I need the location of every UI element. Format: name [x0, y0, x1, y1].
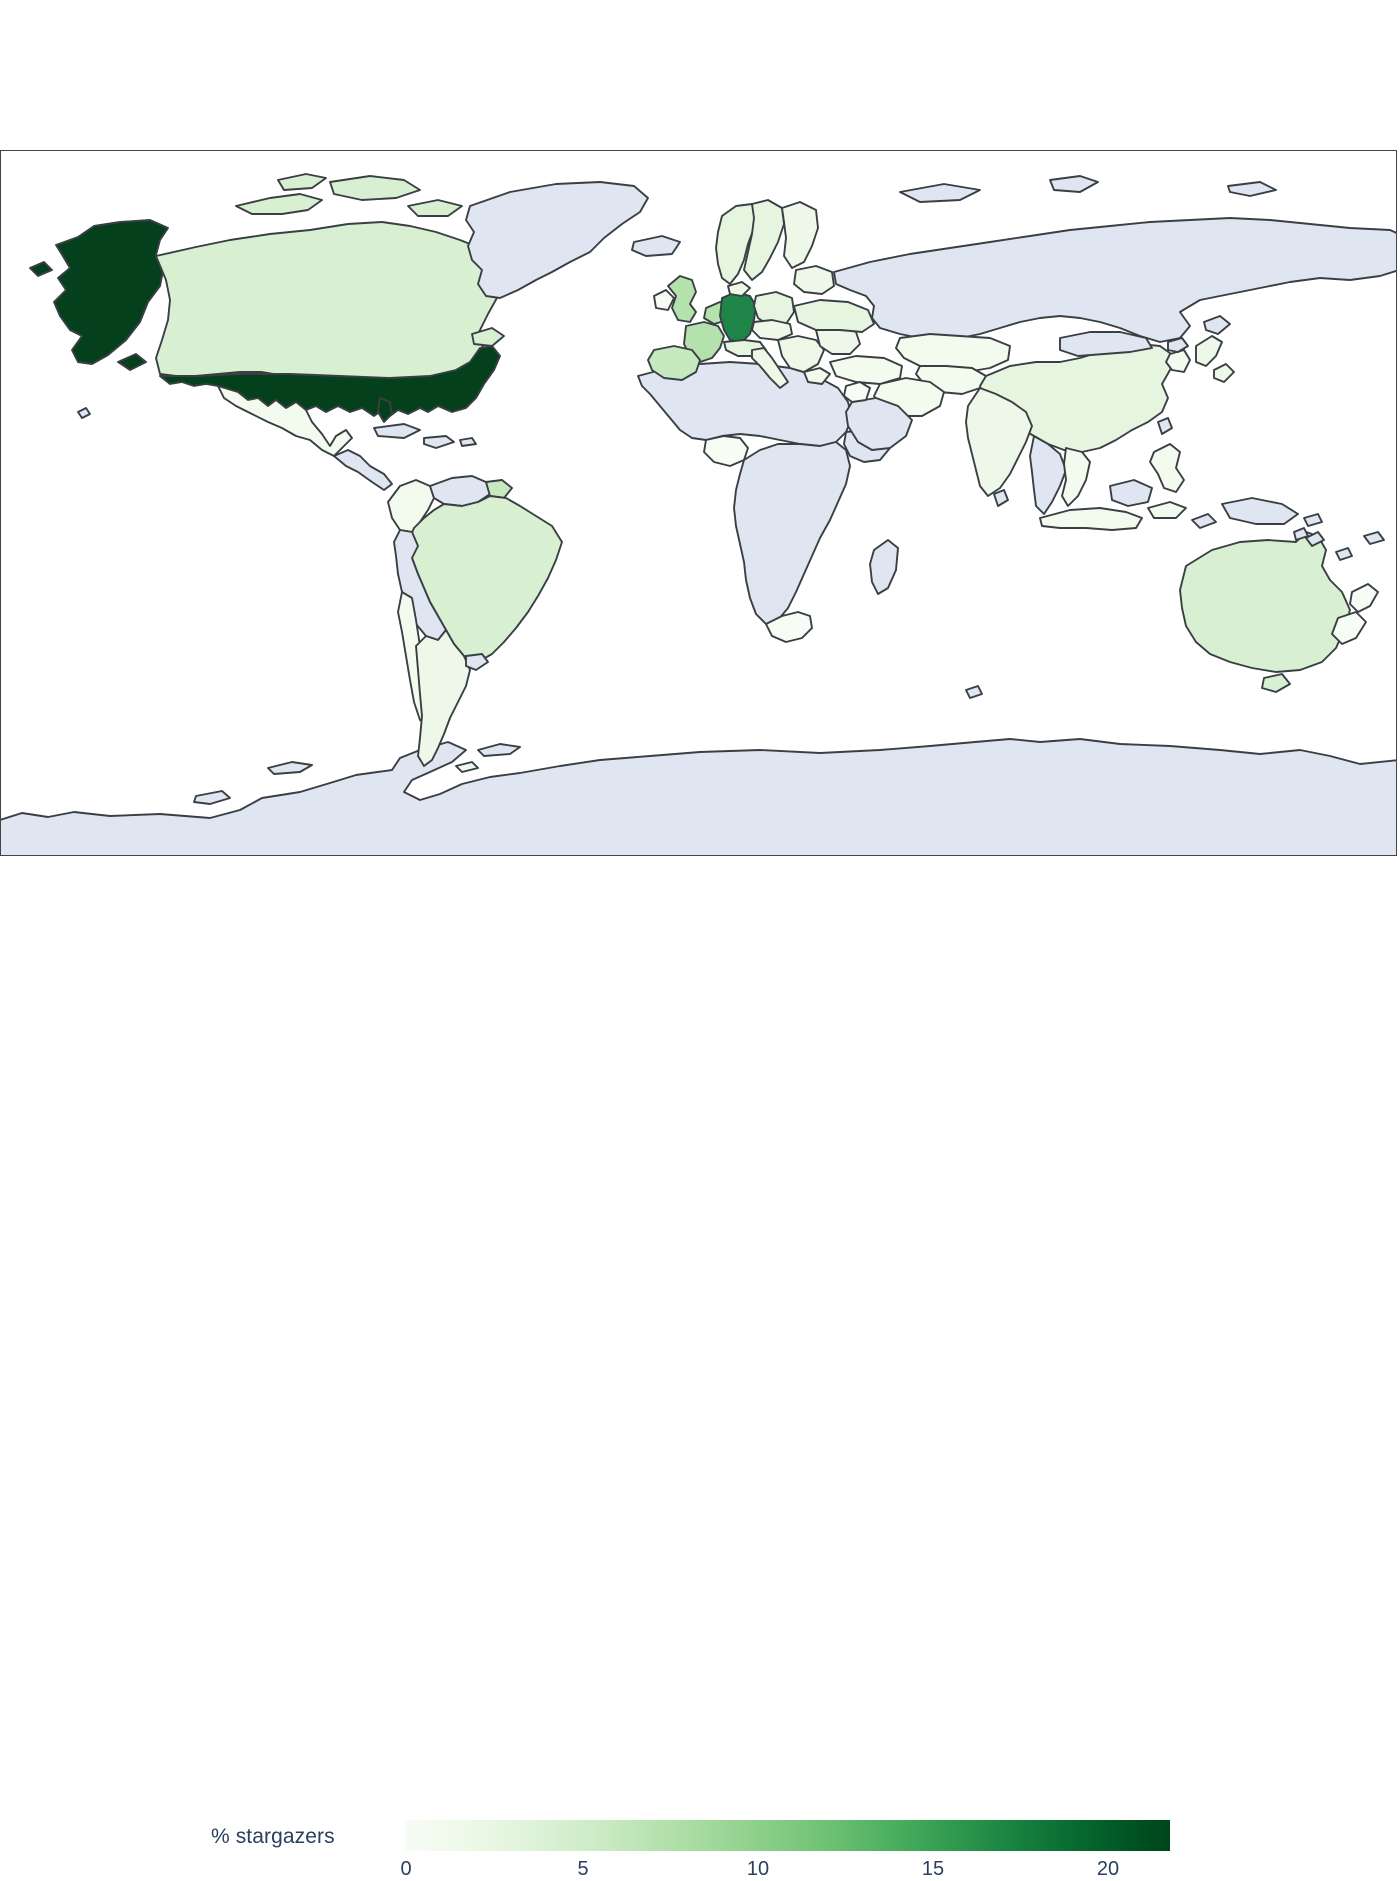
usa-florida[interactable] [377, 397, 393, 423]
country-greenland[interactable] [465, 181, 649, 299]
country-greece[interactable] [803, 367, 831, 385]
country-baltic-states[interactable] [793, 265, 835, 295]
canada-arctic-island-4[interactable] [407, 199, 463, 217]
country-vietnam[interactable] [1061, 447, 1091, 507]
country-mexico[interactable] [217, 385, 353, 457]
country-mongolia[interactable] [1059, 331, 1153, 357]
country-united-kingdom[interactable] [667, 275, 697, 323]
country-saudi-arabia[interactable] [845, 397, 913, 451]
colorbar-legend: % stargazers 0 5 10 15 20 [0, 900, 1400, 1880]
world-map-svg[interactable]: .c { stroke:#3a3f44; stroke-width:1.9; s… [0, 150, 1397, 856]
caribbean-small-islands[interactable] [459, 437, 477, 447]
country-argentina[interactable] [415, 629, 471, 767]
island-solomon[interactable] [1303, 513, 1323, 527]
country-uruguay[interactable] [465, 653, 489, 671]
colorbar-tick-5: 5 [577, 1858, 589, 1880]
colorbar-tick-0: 0 [400, 1858, 412, 1880]
russia-novaya-zemlya[interactable] [1049, 175, 1099, 193]
country-guyanas[interactable] [485, 479, 513, 499]
canada-newfoundland[interactable] [471, 327, 505, 347]
country-hawaii-islands[interactable] [77, 407, 91, 419]
country-central-africa[interactable] [733, 441, 851, 625]
country-borneo[interactable] [1109, 479, 1153, 507]
antarctic-island-2[interactable] [267, 761, 313, 775]
country-madagascar[interactable] [869, 539, 899, 595]
country-cuba[interactable] [373, 423, 421, 439]
antarctic-island-3[interactable] [477, 743, 521, 757]
map-plot-area[interactable]: .c { stroke:#3a3f44; stroke-width:1.9; s… [0, 150, 1397, 856]
country-czechia-slovakia[interactable] [751, 319, 793, 341]
canada-arctic-island-1[interactable] [235, 193, 323, 215]
russia-arctic-island-2[interactable] [1227, 181, 1277, 197]
island-pacific-small-2[interactable] [1335, 547, 1353, 561]
colorbar-tick-15: 15 [921, 1858, 945, 1880]
country-hungary-balkans[interactable] [777, 335, 825, 373]
country-myanmar-thailand[interactable] [1029, 435, 1067, 515]
country-japan-north[interactable] [1203, 315, 1231, 335]
country-turkey[interactable] [829, 355, 903, 385]
country-central-america[interactable] [333, 449, 393, 491]
alaska-aleutians[interactable] [117, 353, 147, 371]
country-ireland[interactable] [653, 289, 675, 311]
country-indonesia[interactable] [1039, 501, 1187, 531]
country-ukraine[interactable] [793, 299, 875, 333]
country-finland[interactable] [781, 201, 819, 269]
country-australia[interactable] [1179, 531, 1351, 673]
country-kazakhstan[interactable] [895, 333, 1011, 373]
country-north-korea[interactable] [1167, 337, 1189, 353]
country-tasmania[interactable] [1261, 673, 1291, 693]
colorbar-tick-10: 10 [746, 1858, 770, 1880]
country-iceland[interactable] [631, 235, 681, 257]
country-papua-new-guinea[interactable] [1221, 497, 1299, 525]
country-italy[interactable] [751, 347, 789, 389]
country-falklands[interactable] [455, 761, 479, 773]
country-spain-portugal[interactable] [647, 345, 701, 381]
country-usa-alaska[interactable] [29, 219, 169, 365]
canada-arctic-island-2[interactable] [329, 175, 421, 201]
canada-arctic-island-3[interactable] [277, 173, 327, 191]
country-philippines[interactable] [1149, 443, 1185, 493]
country-india[interactable] [965, 387, 1033, 497]
colorbar-tick-20: 20 [1096, 1858, 1120, 1880]
island-pacific-small-1[interactable] [1293, 527, 1309, 541]
country-japan[interactable] [1195, 335, 1235, 383]
island-atlantic-south[interactable] [965, 685, 983, 699]
country-denmark[interactable] [727, 281, 751, 297]
country-new-caledonia[interactable] [1305, 531, 1325, 547]
colorbar-title: % stargazers [211, 1825, 335, 1848]
island-sri-lanka[interactable] [993, 489, 1009, 507]
country-hispaniola[interactable] [423, 435, 455, 449]
pacific-island-fiji[interactable] [1363, 531, 1385, 545]
country-new-zealand[interactable] [1331, 583, 1379, 645]
country-germany[interactable] [719, 291, 757, 343]
colorbar-gradient[interactable] [405, 1820, 1170, 1851]
russia-arctic-island[interactable] [899, 183, 981, 203]
choropleth-figure: .c { stroke:#3a3f44; stroke-width:1.9; s… [0, 150, 1400, 1880]
island-indonesia-east[interactable] [1191, 513, 1217, 529]
country-israel-levant[interactable] [843, 381, 871, 403]
country-antarctica[interactable] [0, 738, 1397, 856]
country-korea[interactable] [1165, 349, 1191, 373]
country-south-africa[interactable] [765, 611, 813, 643]
antarctic-island-1[interactable] [193, 790, 231, 805]
island-taiwan[interactable] [1157, 417, 1173, 435]
